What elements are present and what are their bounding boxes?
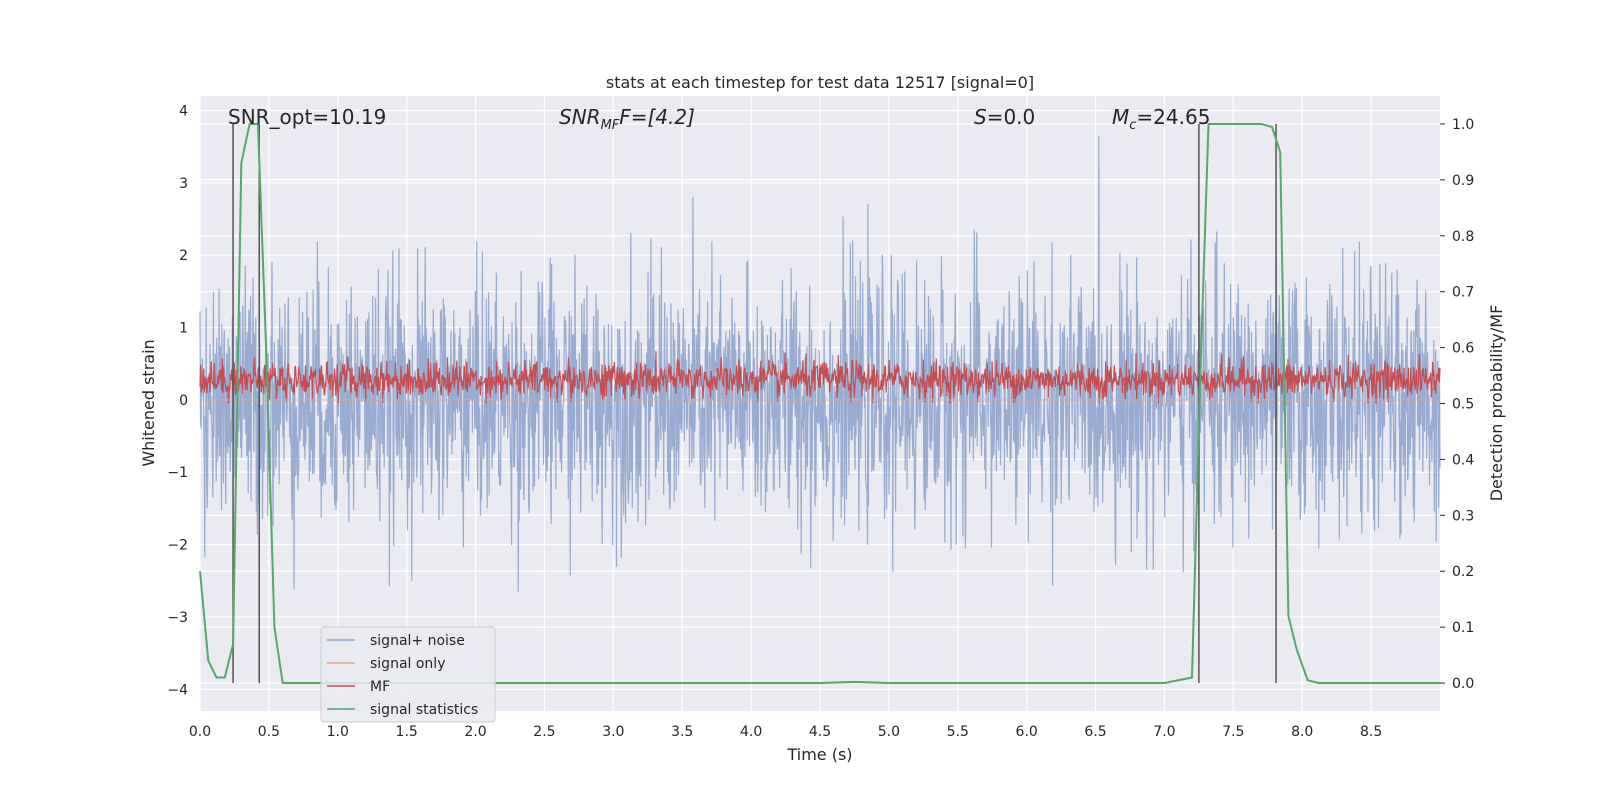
line-signal-statistics [199, 123, 1440, 684]
annotation-mc-value: =24.65 [1136, 105, 1210, 129]
y2-tick-label: 0.5 [1452, 397, 1474, 413]
y-tick-label: −2 [167, 538, 188, 554]
annotation-mc-main: M [1112, 105, 1129, 129]
y2-tick-label: 0.4 [1452, 452, 1474, 468]
series-mf [199, 351, 1441, 404]
legend-label-mf: MF [370, 679, 390, 695]
x-tick-label: 4.5 [809, 724, 831, 740]
y-tick-labels: 4 3 2 1 0 −1 −2 −3 −4 [167, 103, 188, 698]
x-tick-label: 5.5 [947, 724, 969, 740]
legend-label-signal-statistics: signal statistics [370, 702, 478, 718]
annotation-mc-sub: c [1129, 118, 1136, 133]
x-tick-label: 1.0 [327, 724, 349, 740]
x-tick-label: 8.0 [1291, 724, 1313, 740]
x-tick-label: 6.0 [1016, 724, 1038, 740]
y2-tick-label: 0.0 [1452, 676, 1474, 692]
x-tick-label: 3.5 [671, 724, 693, 740]
x-tick-label: 7.0 [1153, 724, 1175, 740]
y2-tick-label: 1.0 [1452, 117, 1474, 133]
series-signal-statistics [199, 123, 1440, 684]
y-tick-label: 1 [179, 321, 188, 337]
y-axis-label: Whitened strain [139, 339, 158, 466]
y-tick-label: −1 [167, 465, 188, 481]
y2-tick-labels: 1.0 0.9 0.8 0.7 0.6 0.5 0.4 0.3 0.2 0.1 0.0 [1440, 117, 1474, 692]
line-signal-noise [199, 136, 1441, 593]
x-tick-labels: 0.0 0.5 1.0 1.5 2.0 2.5 3.0 3.5 4.0 4.5 5.0 5.5 6.0 6… [189, 724, 1382, 740]
y2-tick-label: 0.1 [1452, 620, 1474, 636]
annotation-snr-mf-value: F=[4.2] [619, 105, 695, 129]
y2-tick-label: 0.9 [1452, 173, 1474, 189]
y2-tick-label: 0.8 [1452, 229, 1474, 245]
y2-tick-label: 0.6 [1452, 341, 1474, 357]
y-tick-label: 4 [179, 103, 188, 119]
x-tick-label: 0.5 [258, 724, 280, 740]
line-mf [199, 351, 1441, 404]
x-tick-label: 3.0 [602, 724, 624, 740]
x-tick-label: 2.0 [464, 724, 486, 740]
y2-tick-label: 0.7 [1452, 285, 1474, 301]
x-tick-label: 2.5 [533, 724, 555, 740]
annotation-mc: Mc=24.65 [1112, 105, 1210, 133]
x-axis-label: Time (s) [786, 745, 852, 764]
legend-box [320, 626, 496, 723]
annotation-s-value: =0.0 [987, 105, 1036, 129]
x-tick-label: 1.5 [396, 724, 418, 740]
annotation-snr-mf-main: SNR [559, 105, 601, 129]
legend: signal+ noise signal only MF signal stat… [320, 626, 496, 723]
y2-tick-label: 0.2 [1452, 564, 1474, 580]
y2-tick-label: 0.3 [1452, 508, 1474, 524]
x-tick-label: 5.0 [878, 724, 900, 740]
y-tick-label: 3 [179, 176, 188, 192]
y-tick-label: 2 [179, 248, 188, 264]
y2-axis-label: Detection probability/MF [1487, 305, 1506, 502]
x-tick-label: 6.5 [1084, 724, 1106, 740]
annotation-s: S=0.0 [974, 105, 1035, 129]
series-signal-noise [199, 136, 1441, 593]
annotation-s-main: S [974, 105, 987, 129]
annotation-snr-mf-sub: MF [601, 118, 620, 133]
x-tick-label: 8.5 [1360, 724, 1382, 740]
x-tick-label: 4.0 [740, 724, 762, 740]
x-tick-label: 0.0 [189, 724, 211, 740]
legend-label-signal-noise: signal+ noise [370, 633, 465, 649]
legend-label-signal-only: signal only [370, 656, 445, 672]
chart-title: stats at each timestep for test data 125… [606, 73, 1034, 92]
y-tick-label: 0 [179, 393, 188, 409]
y-tick-label: −3 [167, 610, 188, 626]
x-tick-label: 7.5 [1222, 724, 1244, 740]
annotation-snr-opt: SNR_opt=10.19 [228, 105, 386, 129]
y-tick-label: −4 [167, 682, 188, 698]
annotation-snr-mf: SNRMFF=[4.2] [559, 105, 695, 133]
